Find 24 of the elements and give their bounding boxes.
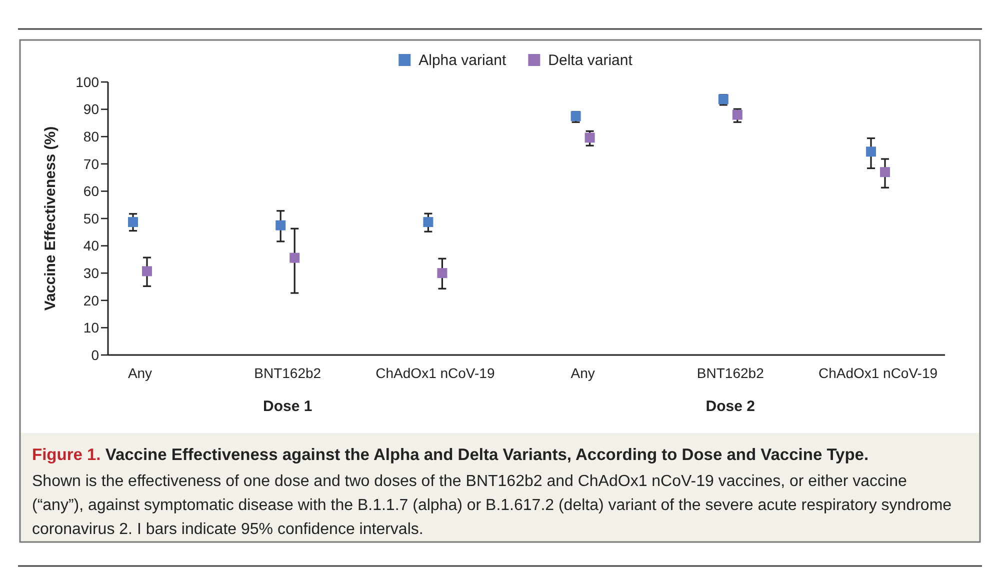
y-tick-label: 90 [83, 101, 100, 118]
x-tick-label: Any [128, 365, 152, 381]
y-tick-label: 0 [91, 346, 100, 363]
x-tick-label: ChAdOx1 nCoV-19 [376, 365, 495, 381]
y-tick-label: 60 [83, 183, 100, 200]
text: Dose 2 [706, 398, 755, 415]
x-tick-label: Any [570, 365, 595, 381]
x-tick-label: BNT162b2 [696, 365, 764, 381]
y-tick-label: 80 [83, 128, 100, 144]
y-axis-title: Vaccine Effectiveness (%) [42, 126, 59, 311]
x-tick-label: ChAdOx1 nCoV-19 [818, 365, 938, 381]
legend-label: Delta variant [548, 52, 634, 69]
y-tick-label: 30 [83, 265, 100, 281]
y-tick-label: 40 [83, 238, 100, 254]
y-tick-label: 100 [76, 74, 100, 90]
y-tick-label: 20 [83, 292, 100, 308]
text: Shown is the effectiveness of one dose and two doses of the BNT162b2 and ChAdOx1 nCoV-19 vaccines, or either vaccine (“any”), against symptomatic disease with the B.1.1.7 (alpha) or B.1.617.2 (delta) variant of the severe acute respiratory syndrome coronavirus 2. I bars indicate 95% confidence intervals. [32, 473, 952, 538]
text: Figure 1. Vaccine Effectiveness against the Alpha and Delta Variants, According to Dose and Vaccine Type. [32, 446, 869, 464]
y-tick-label: 50 [83, 210, 100, 226]
legend-label: Alpha variant [418, 52, 508, 69]
x-tick-label: BNT162b2 [254, 365, 322, 381]
y-tick-label: 10 [83, 320, 100, 336]
text: Dose 1 [263, 398, 312, 415]
y-tick-label: 70 [83, 156, 100, 172]
